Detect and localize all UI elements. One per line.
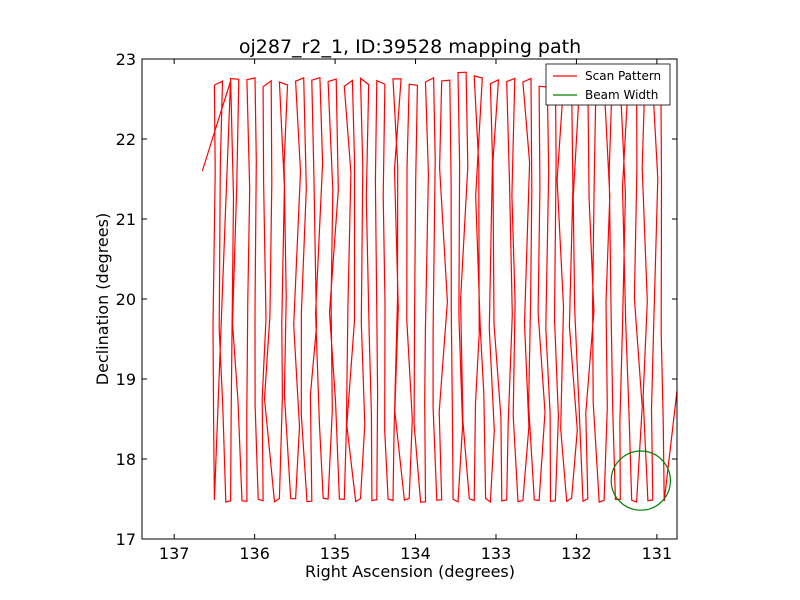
beam-width-circle (610, 450, 671, 511)
legend-label-beam-width: Beam Width (585, 88, 658, 102)
x-tick-label: 136 (239, 544, 270, 563)
x-tick-label: 134 (400, 544, 431, 563)
beam-width-series (610, 450, 671, 511)
x-tick-label: 133 (481, 544, 512, 563)
legend-label-scan-pattern: Scan Pattern (585, 69, 661, 83)
x-tick-label: 135 (320, 544, 351, 563)
y-tick-label: 20 (116, 290, 136, 309)
x-axis-ticks: 137 136 135 134 133 132 131 (159, 59, 672, 563)
y-tick-label: 23 (116, 50, 136, 69)
legend-box (545, 63, 671, 106)
y-tick-label: 17 (116, 530, 136, 549)
legend: Scan Pattern Beam Width (545, 63, 671, 106)
y-axis-label: Declination (degrees) (93, 213, 112, 385)
y-tick-label: 21 (116, 210, 136, 229)
scan-pattern-line (201, 71, 678, 504)
x-tick-label: 137 (159, 544, 190, 563)
y-tick-label: 19 (116, 370, 136, 389)
y-tick-label: 22 (116, 130, 136, 149)
y-axis-ticks: 17 18 19 20 21 22 23 (116, 50, 677, 549)
chart-title: oj287_r2_1, ID:39528 mapping path (239, 36, 581, 58)
x-tick-label: 132 (561, 544, 592, 563)
x-axis-label: Right Ascension (degrees) (305, 562, 515, 581)
scan-pattern-series (201, 71, 678, 504)
y-tick-label: 18 (116, 450, 136, 469)
x-tick-label: 131 (642, 544, 673, 563)
